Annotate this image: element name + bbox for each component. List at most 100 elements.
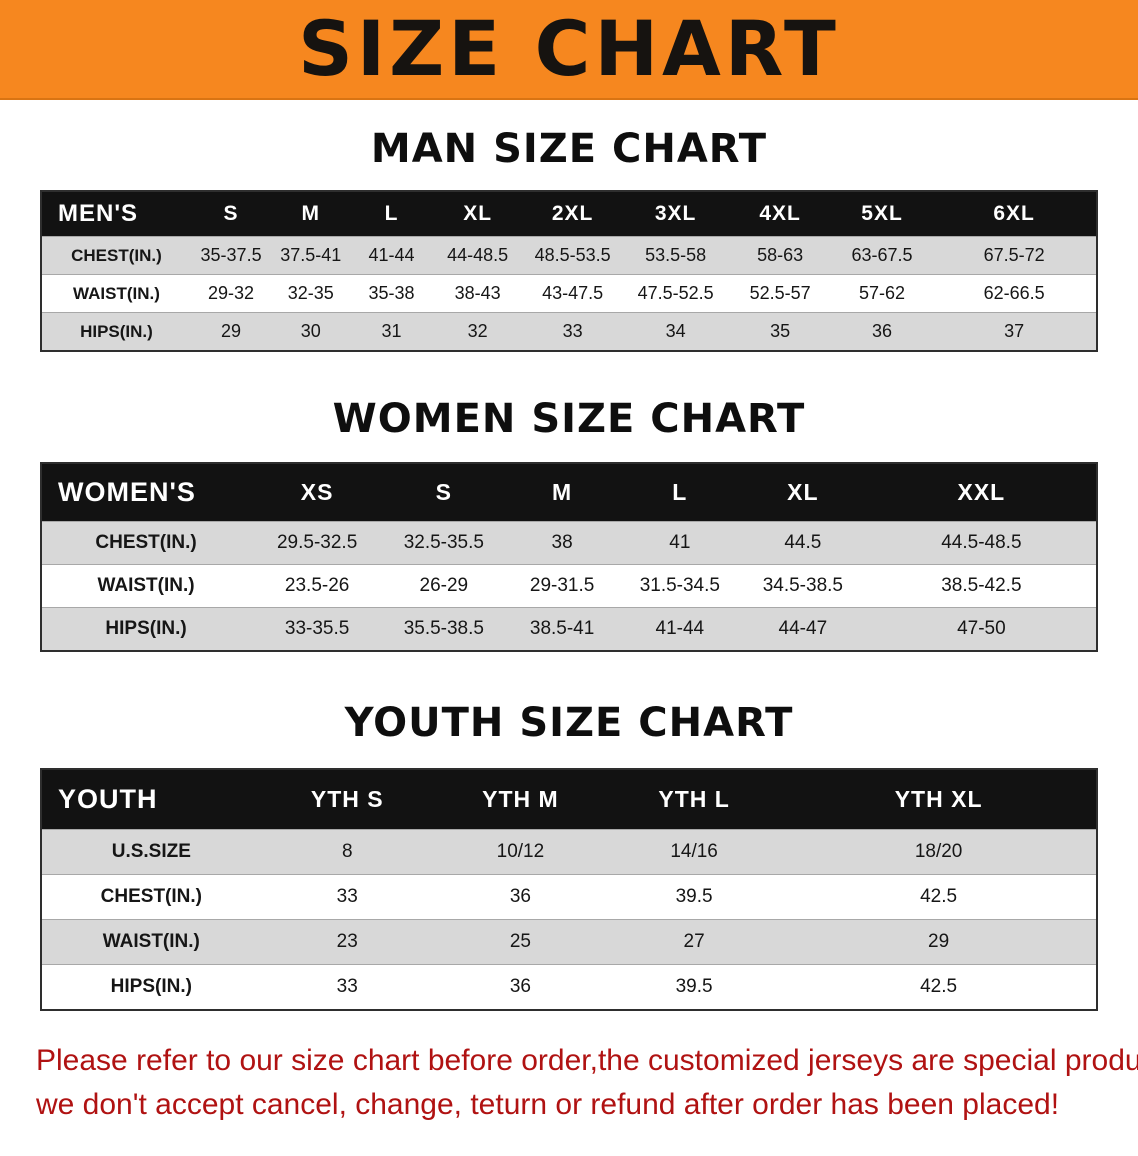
women-section: WOMEN SIZE CHART WOMEN'S XS S M L XL XXL CHEST(… [0,352,1138,652]
value-cell: 41-44 [368,245,415,265]
table-title-cell: YOUTH [58,784,158,814]
value-cell: 25 [509,931,531,952]
size-header-cell: 4XL [759,202,801,225]
row-label-cell: WAIST(IN.) [102,931,200,952]
value-cell: 31.5-34.5 [639,575,720,596]
size-header-cell: YTH M [482,786,559,812]
size-header-cell: 2XL [551,202,594,225]
value-cell: 43-47.5 [542,283,604,303]
table-title-cell: MEN'S [58,200,139,227]
value-cell: 44-47 [778,618,828,639]
value-cell: 33 [562,321,583,341]
women-section-heading: WOMEN SIZE CHART [332,396,806,442]
value-cell: 34 [665,321,686,341]
value-cell: 10/12 [496,841,545,862]
size-header-cell: XL [787,479,819,505]
value-cell: 52.5-57 [749,283,811,303]
value-cell: 38.5-41 [529,618,595,639]
value-cell: 36 [872,321,893,341]
men-section-heading: MAN SIZE CHART [370,126,768,172]
measurement-row: CHEST(IN.) 33 36 39.5 42.5 [41,874,1097,920]
value-cell: 47-50 [957,618,1006,639]
value-cell: 29.5-32.5 [276,532,358,553]
size-header-cell: YTH L [658,786,730,812]
size-header-cell: 3XL [654,202,697,225]
value-cell: 35.5-38.5 [403,618,484,639]
value-cell: 48.5-53.5 [534,245,611,265]
value-cell: 57-62 [859,283,906,303]
size-header-cell: S [223,202,239,225]
value-cell: 32 [467,321,488,341]
table-title-cell: WOMEN'S [58,477,196,507]
value-cell: 37 [1004,321,1025,341]
value-cell: 29 [221,321,242,341]
value-cell: 44-48.5 [447,245,509,265]
size-header-cell: XL [463,202,493,225]
value-cell: 29 [928,931,950,952]
value-cell: 30 [300,321,321,341]
value-cell: 18/20 [914,841,963,862]
value-cell: 33-35.5 [284,618,350,639]
footer-note-line1: Please refer to our size chart before or… [36,1044,1138,1077]
value-cell: 42.5 [920,976,958,997]
value-cell: 29-32 [208,283,255,303]
measurement-row: HIPS(IN.) 29 30 31 32 33 34 35 36 37 [41,312,1097,351]
footer-note-line2: we don't accept cancel, change, teturn o… [36,1087,1060,1121]
measurement-row: HIPS(IN.) 33 36 39.5 42.5 [41,964,1097,1010]
table-header-row: MEN'S S M L XL 2XL 3XL 4XL 5XL 6XL [41,191,1097,237]
value-cell: 29-31.5 [529,575,595,596]
value-cell: 44.5-48.5 [941,532,1022,553]
row-label-cell: HIPS(IN.) [110,976,192,997]
measurement-row: CHEST(IN.) 29.5-32.5 32.5-35.5 38 41 44.5 44.5… [41,521,1097,565]
value-cell: 67.5-72 [983,245,1045,265]
women-size-table: WOMEN'S XS S M L XL XXL CHEST(IN.) 29.5-32.5 32.5… [40,462,1098,652]
value-cell: 34.5-38.5 [762,575,843,596]
size-header-cell: XS [300,479,334,505]
value-cell: 47.5-52.5 [637,283,714,303]
men-size-table: MEN'S S M L XL 2XL 3XL 4XL 5XL 6XL CHEST(IN.) 35-37… [40,190,1098,352]
value-cell: 42.5 [920,886,958,907]
value-cell: 44.5 [784,532,822,553]
value-cell: 27 [683,931,705,952]
value-cell: 63-67.5 [851,245,913,265]
row-label-cell: HIPS(IN.) [80,321,153,341]
value-cell: 39.5 [675,976,713,997]
size-header-cell: YTH S [310,786,384,812]
men-section: MAN SIZE CHART MEN'S S M L XL 2XL 3XL 4XL 5XL 6XL… [0,100,1138,352]
value-cell: 23.5-26 [284,575,350,596]
value-cell: 14/16 [670,841,718,862]
value-cell: 41-44 [655,618,705,639]
value-cell: 62-66.5 [983,283,1045,303]
row-label-cell: U.S.SIZE [111,841,191,862]
size-header-cell: M [552,479,573,505]
value-cell: 35-37.5 [200,245,262,265]
banner-title: SIZE CHART [298,4,840,93]
value-cell: 35 [770,321,791,341]
value-cell: 33 [336,886,358,907]
size-header-cell: YTH XL [894,786,983,812]
youth-size-table: YOUTH YTH S YTH M YTH L YTH XL U.S.SIZE 8 10/12… [40,768,1098,1011]
table-header-row: WOMEN'S XS S M L XL XXL [41,463,1097,522]
value-cell: 38 [551,532,573,553]
value-cell: 38.5-42.5 [941,575,1022,596]
youth-section-heading: YOUTH SIZE CHART [344,700,794,746]
value-cell: 53.5-58 [645,245,707,265]
size-header-cell: S [435,479,453,505]
row-label-cell: HIPS(IN.) [105,618,187,639]
measurement-row: HIPS(IN.) 33-35.5 35.5-38.5 38.5-41 41-44 44-… [41,607,1097,651]
value-cell: 8 [341,841,353,862]
value-cell: 36 [509,976,531,997]
measurement-row: WAIST(IN.) 29-32 32-35 35-38 38-43 43-47.5 47.… [41,274,1097,313]
size-header-cell: L [384,202,399,225]
table-header-row: YOUTH YTH S YTH M YTH L YTH XL [41,769,1097,830]
value-cell: 41 [669,532,691,553]
value-cell: 36 [509,886,531,907]
value-cell: 35-38 [368,283,415,303]
row-label-cell: WAIST(IN.) [73,283,160,303]
row-label-cell: CHEST(IN.) [100,886,202,907]
footer-note: Please refer to our size chart before or… [0,1011,1138,1156]
size-header-cell: M [301,202,321,225]
size-header-cell: L [672,479,688,505]
size-header-cell: 5XL [861,202,903,225]
